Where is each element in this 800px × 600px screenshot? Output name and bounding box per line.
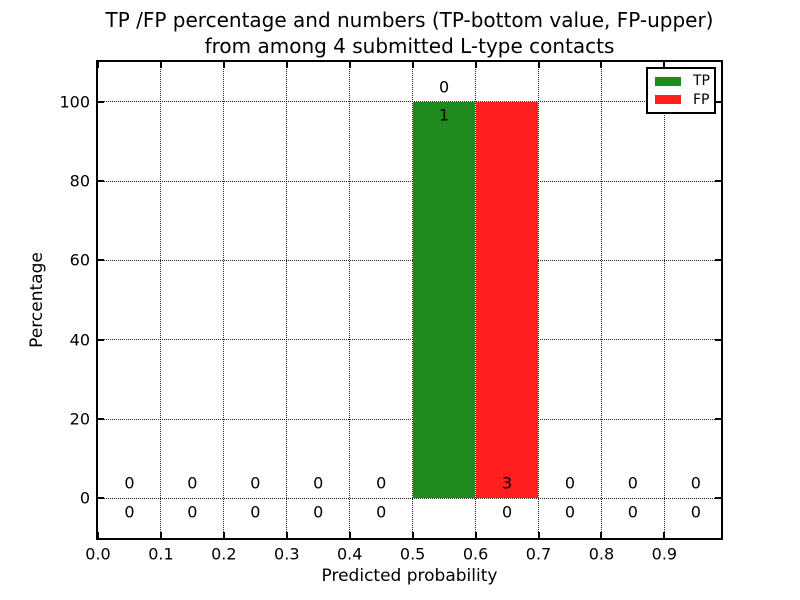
x-gridline	[600, 62, 602, 538]
x-tick-mark	[474, 532, 477, 538]
x-tick-mark	[348, 62, 351, 68]
y-tick-mark	[98, 259, 104, 262]
y-tick-label: 0	[79, 488, 90, 508]
tp-count-annotation: 0	[690, 502, 701, 522]
fp-count-annotation: 0	[564, 473, 576, 493]
x-gridline	[223, 62, 225, 538]
tp-count-annotation: 0	[376, 502, 387, 522]
chart-title-line1: TP /FP percentage and numbers (TP-bottom…	[105, 8, 714, 32]
tp-count-annotation: 0	[313, 502, 324, 522]
y-gridline	[98, 418, 721, 420]
y-tick-mark	[715, 338, 721, 341]
y-tick-label: 20	[69, 409, 90, 429]
fp-count-annotation: 0	[250, 473, 261, 493]
fp-count-annotation: 3	[501, 473, 513, 493]
x-tick-mark	[663, 62, 666, 68]
fp-bar	[476, 101, 538, 499]
plot-area: 0 0 0 0 0 0 0 0 0 0 0 1 3 0 0 0 0 0 0 0	[96, 60, 723, 540]
y-tick-mark	[98, 180, 104, 182]
fp-count-annotation: 0	[439, 77, 450, 97]
chart-title: TP /FP percentage and numbers (TP-bottom…	[96, 7, 723, 59]
y-tick-mark	[98, 497, 104, 500]
y-tick-mark	[715, 497, 721, 500]
tp-count-annotation: 0	[627, 502, 638, 522]
fp-count-annotation: 0	[376, 473, 387, 493]
x-gridline	[663, 62, 665, 538]
x-gridline	[286, 62, 288, 538]
x-gridline	[538, 62, 539, 538]
x-tick-mark	[285, 532, 288, 538]
y-gridline	[98, 180, 721, 182]
x-tick-mark	[663, 532, 666, 538]
tp-count-annotation: 0	[250, 502, 261, 522]
y-tick-label: 60	[69, 250, 90, 270]
legend-item-fp: FP	[655, 91, 710, 110]
y-tick-mark	[98, 100, 104, 103]
fp-legend-swatch-icon	[655, 95, 681, 105]
x-tick-mark	[222, 532, 225, 538]
tp-count-annotation: 0	[501, 502, 513, 522]
x-axis-label: Predicted probability	[321, 566, 498, 586]
x-tick-mark	[600, 62, 603, 68]
x-tick-mark	[97, 62, 99, 68]
legend: TP FP	[646, 67, 716, 114]
y-tick-mark	[715, 100, 721, 103]
y-tick-label: 80	[69, 171, 90, 191]
tp-legend-label: TP	[693, 73, 710, 90]
tp-count-annotation: 1	[439, 105, 450, 125]
y-tick-mark	[715, 418, 721, 420]
y-gridline	[98, 259, 721, 261]
x-tick-mark	[348, 532, 351, 538]
x-gridline	[349, 62, 351, 538]
x-tick-mark	[159, 62, 162, 68]
x-tick-label: 0.3	[274, 544, 300, 564]
y-tick-label: 40	[69, 330, 90, 350]
y-gridline	[98, 497, 721, 499]
y-tick-mark	[98, 338, 104, 341]
fp-count-annotation: 0	[627, 473, 638, 493]
x-tick-label: 0.1	[148, 544, 174, 564]
x-tick-label: 0.2	[211, 544, 237, 564]
tp-count-annotation: 0	[187, 502, 198, 522]
fp-count-annotation: 0	[690, 473, 701, 493]
x-gridline	[412, 62, 414, 538]
fp-count-annotation: 0	[124, 473, 135, 493]
x-tick-label: 0.7	[525, 544, 552, 564]
x-gridline	[475, 62, 477, 538]
tp-count-annotation: 0	[124, 502, 135, 522]
x-tick-mark	[411, 62, 414, 68]
x-tick-mark	[537, 62, 540, 68]
y-gridline	[98, 339, 721, 341]
tp-count-annotation: 0	[564, 502, 576, 522]
x-tick-mark	[537, 532, 540, 538]
x-tick-label: 0.8	[588, 544, 615, 564]
tp-bar	[413, 101, 475, 499]
y-tick-mark	[98, 418, 104, 420]
x-tick-mark	[474, 62, 477, 68]
chart-title-line2: from among 4 submitted L-type contacts	[204, 34, 615, 58]
x-tick-label: 0.5	[399, 544, 426, 564]
x-tick-mark	[285, 62, 288, 68]
fp-count-annotation: 0	[313, 473, 324, 493]
tp-legend-swatch-icon	[655, 76, 681, 86]
x-gridline	[160, 62, 162, 538]
x-tick-mark	[600, 532, 603, 538]
y-tick-mark	[715, 259, 721, 262]
fp-legend-label: FP	[693, 91, 710, 108]
x-tick-mark	[97, 532, 99, 538]
x-tick-mark	[222, 62, 225, 68]
x-tick-label: 0.6	[462, 544, 489, 564]
x-tick-label: 0.4	[336, 544, 363, 564]
fp-count-annotation: 0	[187, 473, 198, 493]
x-tick-label: 0.9	[651, 544, 678, 564]
x-tick-mark	[411, 532, 414, 538]
legend-item-tp: TP	[655, 72, 710, 91]
x-tick-mark	[159, 532, 162, 538]
y-gridline	[98, 101, 721, 103]
y-tick-mark	[715, 180, 721, 182]
y-tick-label: 100	[59, 92, 90, 112]
x-tick-label: 0.0	[85, 544, 111, 564]
